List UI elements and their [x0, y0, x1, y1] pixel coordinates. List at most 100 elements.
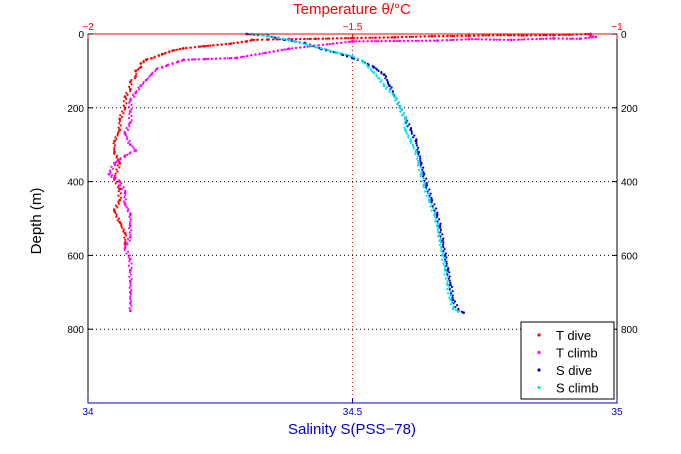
data-point-t-climb — [588, 36, 591, 39]
data-point-t-climb — [258, 53, 261, 56]
data-point-t-dive — [118, 198, 122, 202]
data-point-t-climb — [187, 58, 190, 61]
data-point-s-climb — [417, 161, 420, 165]
data-point-t-dive — [216, 43, 219, 47]
data-point-t-dive — [265, 38, 268, 41]
data-point-t-climb — [109, 171, 112, 174]
y-tick-label-right: 0 — [621, 30, 627, 41]
data-point-t-climb — [441, 39, 444, 42]
data-point-t-dive — [128, 85, 131, 88]
legend-marker-t-dive — [537, 333, 541, 337]
data-point-t-climb — [130, 103, 133, 106]
data-point-s-climb — [451, 307, 455, 311]
data-point-t-climb — [129, 284, 132, 287]
data-point-s-climb — [425, 188, 428, 191]
data-point-s-dive — [417, 150, 420, 154]
data-point-s-dive — [377, 69, 380, 72]
data-point-t-dive — [290, 38, 293, 41]
data-point-t-dive — [118, 220, 122, 224]
data-point-t-climb — [118, 180, 122, 184]
data-point-s-climb — [449, 303, 452, 306]
data-point-t-climb — [130, 262, 133, 265]
data-point-t-climb — [130, 289, 133, 292]
data-point-t-dive — [122, 100, 125, 103]
data-point-t-climb — [128, 227, 131, 230]
data-point-s-climb — [414, 150, 418, 154]
data-point-t-dive — [119, 114, 122, 117]
data-point-s-climb — [443, 268, 447, 272]
data-point-s-climb — [399, 110, 402, 113]
data-point-s-climb — [443, 256, 446, 259]
data-point-t-dive — [467, 34, 471, 38]
data-point-t-climb — [127, 128, 130, 131]
data-point-s-dive — [442, 237, 445, 240]
data-point-t-dive — [506, 34, 509, 37]
data-point-s-dive — [422, 166, 425, 169]
data-point-s-dive — [436, 215, 439, 219]
data-point-t-climb — [126, 243, 129, 246]
data-point-s-climb — [352, 56, 356, 59]
data-point-t-climb — [120, 182, 123, 185]
data-point-s-dive — [446, 268, 450, 272]
data-point-s-climb — [377, 76, 381, 80]
data-point-s-dive — [447, 277, 450, 280]
data-point-t-climb — [261, 52, 264, 55]
data-point-s-climb — [446, 275, 449, 278]
data-point-s-climb — [305, 43, 308, 46]
data-point-t-dive — [321, 37, 324, 40]
data-point-t-climb — [113, 178, 117, 181]
data-point-s-climb — [404, 128, 407, 132]
data-point-t-dive — [139, 65, 143, 69]
data-point-s-dive — [462, 311, 465, 314]
data-point-t-climb — [194, 58, 197, 61]
data-point-t-climb — [110, 175, 113, 178]
data-point-s-climb — [303, 43, 306, 46]
data-point-s-dive — [382, 73, 386, 76]
data-point-s-dive — [447, 267, 450, 270]
data-point-t-dive — [122, 230, 125, 233]
data-point-s-dive — [419, 157, 422, 160]
data-point-t-dive — [120, 115, 123, 119]
data-point-t-climb — [128, 110, 132, 113]
data-point-s-climb — [400, 108, 403, 111]
data-point-t-dive — [123, 236, 126, 239]
data-point-s-dive — [451, 296, 454, 299]
data-point-t-climb — [254, 53, 257, 56]
data-point-s-climb — [433, 211, 436, 214]
data-point-s-dive — [453, 300, 457, 303]
data-point-t-climb — [377, 40, 380, 43]
data-point-s-climb — [433, 213, 436, 217]
data-point-t-dive — [116, 206, 119, 209]
data-point-t-climb — [128, 268, 132, 272]
data-point-s-climb — [433, 215, 437, 219]
data-point-t-dive — [517, 34, 520, 37]
data-point-t-climb — [128, 215, 131, 219]
data-point-t-dive — [449, 34, 452, 38]
data-point-s-climb — [288, 39, 291, 42]
data-point-t-climb — [594, 35, 598, 39]
data-point-s-climb — [449, 294, 452, 297]
data-point-s-climb — [379, 80, 382, 84]
data-point-s-climb — [403, 126, 406, 129]
data-point-s-climb — [372, 71, 376, 75]
data-point-t-climb — [148, 75, 151, 78]
data-point-t-climb — [507, 38, 510, 41]
data-point-t-dive — [525, 34, 528, 37]
data-point-s-dive — [419, 155, 422, 158]
data-point-t-dive — [209, 44, 212, 47]
data-point-t-climb — [128, 106, 131, 109]
data-point-t-climb — [123, 155, 126, 159]
data-point-s-dive — [419, 159, 422, 162]
data-point-s-climb — [388, 90, 391, 94]
data-point-s-climb — [445, 271, 448, 274]
data-point-t-dive — [340, 37, 343, 40]
data-point-t-dive — [502, 34, 505, 37]
data-point-t-climb — [207, 57, 210, 61]
data-point-t-climb — [366, 40, 369, 43]
data-point-t-climb — [123, 191, 127, 195]
data-point-t-dive — [224, 43, 227, 46]
data-point-t-dive — [324, 37, 328, 40]
data-point-s-dive — [422, 172, 426, 176]
data-point-t-dive — [460, 34, 463, 38]
data-point-t-climb — [130, 108, 133, 111]
